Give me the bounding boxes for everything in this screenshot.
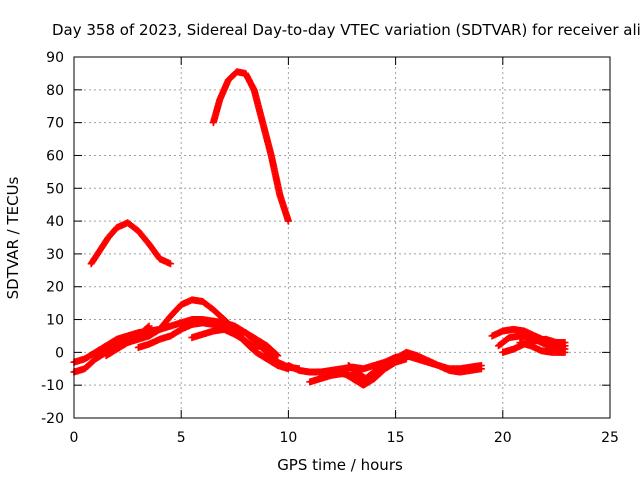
series-arc-5 — [102, 322, 153, 360]
data-point — [402, 355, 410, 363]
y-tick-label: 50 — [46, 181, 64, 197]
series-arc-1 — [87, 219, 174, 268]
data-point — [561, 348, 569, 356]
data-point — [273, 351, 281, 359]
data-point — [378, 361, 386, 369]
data-point — [274, 352, 282, 360]
series-arc-15 — [495, 332, 569, 351]
data-point — [252, 345, 260, 353]
data-point — [144, 323, 152, 331]
x-axis-label: GPS time / hours — [277, 456, 403, 474]
x-tick-label: 0 — [70, 430, 79, 446]
series-arc-14 — [516, 339, 569, 356]
x-tick-label: 15 — [387, 430, 405, 446]
y-tick-label: 20 — [46, 280, 64, 296]
y-axis-label: SDTVAR / TECUs — [4, 176, 22, 299]
y-tick-label: 40 — [46, 214, 64, 230]
y-tick-label: 90 — [46, 50, 64, 66]
x-tick-label: 20 — [494, 430, 512, 446]
data-point — [145, 322, 153, 330]
data-series — [70, 68, 569, 389]
data-point — [379, 360, 387, 368]
y-tick-label: -10 — [41, 378, 64, 394]
y-tick-label: 10 — [46, 313, 64, 329]
data-point — [561, 342, 569, 350]
y-tick-label: 30 — [46, 247, 64, 263]
y-tick-label: 80 — [46, 83, 64, 99]
series-arc-11 — [344, 360, 387, 383]
data-point — [251, 344, 259, 352]
series-arc-2 — [209, 68, 292, 225]
x-tick-label: 5 — [177, 430, 186, 446]
y-tick-label: 70 — [46, 116, 64, 132]
y-tick-label: 60 — [46, 148, 64, 164]
data-point — [477, 365, 485, 373]
data-point — [166, 260, 174, 268]
axis-ticks: -20 -10 0 10 20 30 40 50 60 70 80 90 0 5 10 15 20 25 — [41, 50, 619, 446]
y-tick-label: 0 — [55, 345, 64, 361]
x-tick-label: 25 — [601, 430, 619, 446]
series-arc-7 — [188, 325, 282, 360]
x-tick-label: 10 — [279, 430, 297, 446]
plot-frame — [73, 56, 611, 419]
chart-title: Day 358 of 2023, Sidereal Day-to-day VTE… — [52, 21, 640, 39]
series-arc-6 — [134, 319, 260, 353]
data-point — [284, 217, 292, 225]
grid-lines — [74, 57, 610, 418]
y-tick-label: -20 — [41, 411, 64, 427]
